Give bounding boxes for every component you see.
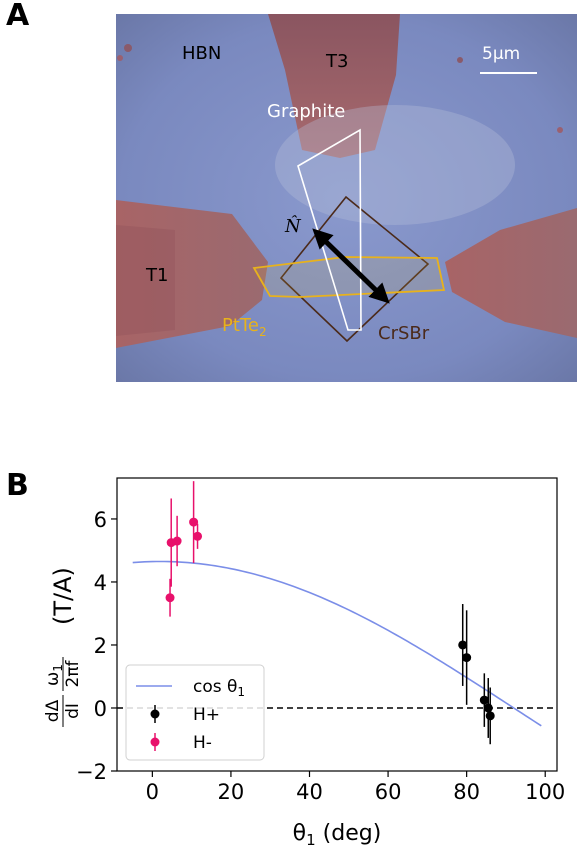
ylabel-frac-bottom: dI (63, 703, 83, 719)
x-tick-label: 20 (218, 780, 245, 804)
x-axis-label: θ1 (deg) (293, 821, 382, 848)
data-point (189, 517, 199, 527)
label-ptte2: PtTe2 (222, 315, 267, 339)
data-point (485, 711, 495, 721)
ylabel-twopif: 2πf (63, 659, 83, 687)
speck (117, 55, 123, 61)
y-tick-label: 6 (94, 508, 107, 532)
data-point (483, 703, 493, 713)
data-point (165, 593, 175, 603)
n-hat-arrow (312, 228, 390, 304)
legend-hminus-swatch (150, 737, 160, 747)
legend-hplus-swatch (150, 709, 160, 719)
ylabel-omega-base: ω (43, 672, 63, 686)
y-tick-label: 0 (94, 697, 107, 721)
xlabel-base: θ (293, 821, 306, 846)
data-point (458, 640, 468, 650)
label-n-hat: N̂ (284, 215, 302, 237)
fit-curve (132, 560, 542, 727)
legend-hminus-label: H- (193, 733, 212, 753)
legend-fit-label: cos θ1 (193, 677, 245, 699)
electrode-right (445, 208, 577, 338)
legend: cos θ1 H+ H- (125, 664, 265, 761)
label-t1: T1 (145, 265, 168, 286)
electrode-t1-shade (116, 225, 175, 336)
y-tick-label: 2 (94, 634, 107, 658)
x-tick-label: 60 (375, 780, 402, 804)
ylabel-omega-sub: 1 (51, 664, 65, 672)
ylabel-frac-top: dΔ (43, 699, 63, 722)
data-point (479, 695, 489, 705)
legend-box (125, 664, 265, 761)
y-tick-label: −2 (76, 760, 107, 784)
label-hbn: HBN (182, 43, 221, 64)
xlabel-unit: (deg) (316, 821, 382, 846)
legend-fit-sub: 1 (237, 685, 245, 699)
speck (557, 127, 563, 133)
points-layer (165, 481, 495, 745)
label-graphite: Graphite (267, 101, 345, 122)
ylabel-unit: (T/A) (49, 567, 77, 625)
panel-b-letter: B (6, 468, 29, 503)
y-axis-label: dΔ dI ω1 2πf (T/A) (43, 567, 83, 727)
speck (124, 44, 132, 52)
micrograph: HBN T3 5µm Graphite N̂ T1 PtTe2 CrSBr (116, 14, 577, 382)
electrode-t3 (268, 14, 400, 158)
ylabel-omega: ω1 (43, 664, 65, 686)
label-crsbr: CrSBr (378, 323, 430, 344)
panel-a-letter: A (6, 0, 30, 33)
plot-frame (116, 477, 558, 772)
x-tick-label: 40 (296, 780, 323, 804)
crsbr-outline (279, 195, 430, 343)
data-point (172, 536, 182, 546)
data-point (193, 531, 203, 541)
data-point (462, 653, 472, 663)
electrode-t1 (116, 200, 268, 348)
fit-layer (132, 560, 542, 727)
label-ptte2-sub: 2 (259, 325, 267, 339)
label-ptte2-base: PtTe (222, 315, 259, 336)
label-scale: 5µm (482, 44, 520, 64)
speck (457, 57, 463, 63)
hbn-light-patch (275, 105, 515, 225)
xlabel-sub: 1 (306, 831, 316, 848)
x-tick-label: 0 (146, 780, 159, 804)
y-tick-label: 4 (94, 571, 107, 595)
x-tick-label: 100 (525, 780, 565, 804)
x-tick-label: 80 (453, 780, 480, 804)
legend-hplus-label: H+ (193, 705, 220, 725)
label-t3: T3 (325, 51, 348, 72)
legend-fit-base: cos θ (193, 677, 237, 697)
